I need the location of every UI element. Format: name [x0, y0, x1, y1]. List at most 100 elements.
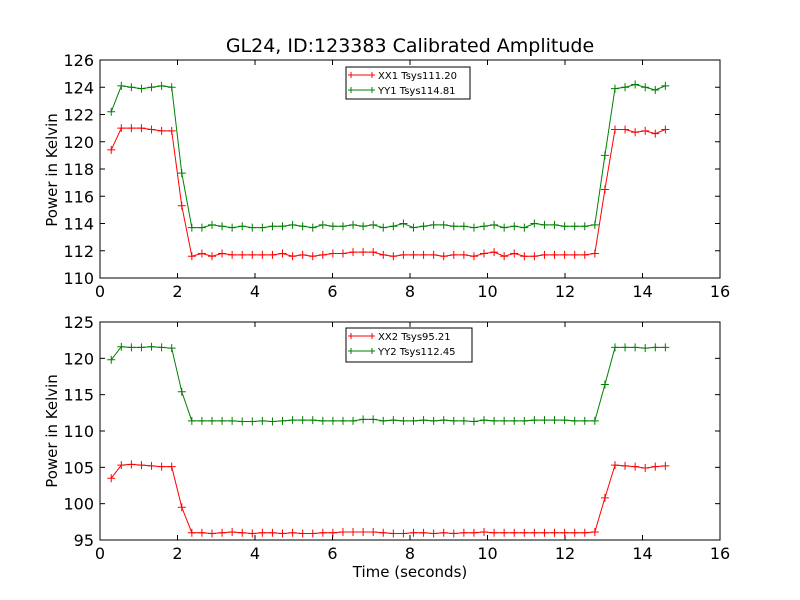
- data-point-0-1-8: [187, 223, 196, 232]
- data-point-0-1-49: [600, 151, 609, 160]
- data-point-1-1-51: [621, 343, 630, 352]
- data-point-1-1-54: [651, 343, 660, 352]
- data-point-0-1-55: [661, 81, 670, 90]
- data-point-0-0-31: [419, 250, 428, 259]
- data-point-0-1-30: [409, 223, 418, 232]
- y-tick-label-1-5: 120: [63, 349, 94, 368]
- chart-title: GL24, ID:123383 Calibrated Amplitude: [226, 35, 594, 57]
- data-point-0-1-11: [218, 222, 227, 231]
- data-point-1-0-45: [560, 528, 569, 537]
- data-point-1-1-36: [469, 417, 478, 426]
- x-tick-label-0-2: 4: [250, 282, 260, 301]
- data-point-1-1-26: [369, 415, 378, 424]
- data-point-0-1-48: [590, 220, 599, 229]
- data-point-0-0-30: [409, 250, 418, 259]
- data-point-1-0-7: [177, 503, 186, 512]
- data-point-1-0-52: [631, 462, 640, 471]
- data-point-1-1-5: [157, 343, 166, 352]
- data-point-1-1-30: [409, 416, 418, 425]
- data-point-0-0-53: [641, 126, 650, 135]
- data-point-1-1-20: [308, 416, 317, 425]
- data-point-1-0-44: [550, 528, 559, 537]
- data-point-1-0-32: [429, 529, 438, 538]
- data-point-1-1-15: [258, 416, 267, 425]
- data-point-0-1-50: [610, 84, 619, 93]
- data-point-0-1-32: [429, 220, 438, 229]
- data-point-1-0-35: [459, 528, 468, 537]
- bottom-panel: 0 2 4 6 8 10 12 14 16 95 100 105 110 115 120 125 XX2 Tsy…: [63, 313, 730, 563]
- data-point-0-0-32: [429, 250, 438, 259]
- x-tick-label-0-0: 0: [95, 282, 105, 301]
- data-point-0-1-38: [490, 220, 499, 229]
- data-point-1-1-7: [177, 387, 186, 396]
- data-point-0-1-34: [449, 222, 458, 231]
- data-point-1-0-16: [268, 528, 277, 537]
- data-point-1-0-2: [127, 460, 136, 469]
- data-point-0-1-12: [228, 223, 237, 232]
- data-point-1-1-14: [248, 417, 257, 426]
- data-point-0-0-42: [530, 252, 539, 261]
- data-point-0-0-17: [278, 249, 287, 258]
- x-tick-label-0-6: 12: [555, 282, 575, 301]
- data-point-0-0-18: [288, 252, 297, 261]
- data-point-1-0-13: [238, 528, 247, 537]
- legend-swatch-marker-0-0: [348, 72, 375, 78]
- data-point-0-0-14: [248, 250, 257, 259]
- data-point-1-1-13: [238, 417, 247, 426]
- data-point-0-0-4: [147, 125, 156, 134]
- data-point-0-0-9: [197, 249, 206, 258]
- data-point-0-1-28: [389, 222, 398, 231]
- data-point-0-0-44: [550, 250, 559, 259]
- y-tick-label-0-3: 116: [63, 187, 94, 206]
- data-point-1-0-1: [117, 461, 126, 470]
- data-point-0-0-15: [258, 250, 267, 259]
- data-point-0-1-39: [500, 223, 509, 232]
- data-point-0-0-40: [510, 249, 519, 258]
- data-point-0-0-11: [218, 249, 227, 258]
- data-point-1-0-23: [338, 528, 347, 537]
- data-point-0-0-51: [621, 125, 630, 134]
- data-point-0-0-49: [600, 185, 609, 194]
- data-point-1-0-37: [480, 528, 489, 537]
- data-point-1-1-29: [399, 416, 408, 425]
- data-point-1-1-46: [570, 416, 579, 425]
- data-point-1-0-47: [580, 528, 589, 537]
- data-point-1-1-22: [328, 416, 337, 425]
- y-tick-label-1-3: 110: [63, 422, 94, 441]
- data-point-0-1-47: [580, 222, 589, 231]
- data-point-1-0-8: [187, 528, 196, 537]
- y-tick-label-1-4: 115: [63, 386, 94, 405]
- data-point-1-1-53: [641, 344, 650, 353]
- data-point-0-1-25: [359, 222, 368, 231]
- x-tick-label-0-4: 8: [405, 282, 415, 301]
- data-point-1-1-55: [661, 343, 670, 352]
- data-point-1-1-12: [228, 416, 237, 425]
- data-point-1-1-8: [187, 416, 196, 425]
- data-point-1-0-49: [600, 493, 609, 502]
- x-tick-label-1-0: 0: [95, 544, 105, 563]
- data-point-1-1-24: [349, 416, 358, 425]
- data-point-0-1-20: [308, 223, 317, 232]
- data-point-1-0-38: [490, 528, 499, 537]
- data-point-1-0-46: [570, 528, 579, 537]
- data-point-1-1-4: [147, 342, 156, 351]
- legend-label-1-0: XX2 Tsys95.21: [378, 332, 451, 343]
- data-point-1-0-22: [328, 528, 337, 537]
- data-point-1-0-12: [228, 528, 237, 537]
- data-point-1-1-2: [127, 343, 136, 352]
- x-tick-label-0-8: 16: [710, 282, 730, 301]
- x-tick-label-1-6: 12: [555, 544, 575, 563]
- data-point-1-0-51: [621, 461, 630, 470]
- data-point-1-0-11: [218, 528, 227, 537]
- data-point-0-1-52: [631, 80, 640, 89]
- data-point-0-1-15: [258, 223, 267, 232]
- data-point-1-0-14: [248, 529, 257, 538]
- data-point-1-1-42: [530, 416, 539, 425]
- data-point-0-1-14: [248, 223, 257, 232]
- data-point-0-1-31: [419, 222, 428, 231]
- x-tick-label-1-4: 8: [405, 544, 415, 563]
- legend-label-1-1: YY2 Tsys112.45: [377, 347, 456, 358]
- y-tick-label-1-0: 95: [74, 531, 94, 550]
- data-point-0-0-1: [117, 124, 126, 133]
